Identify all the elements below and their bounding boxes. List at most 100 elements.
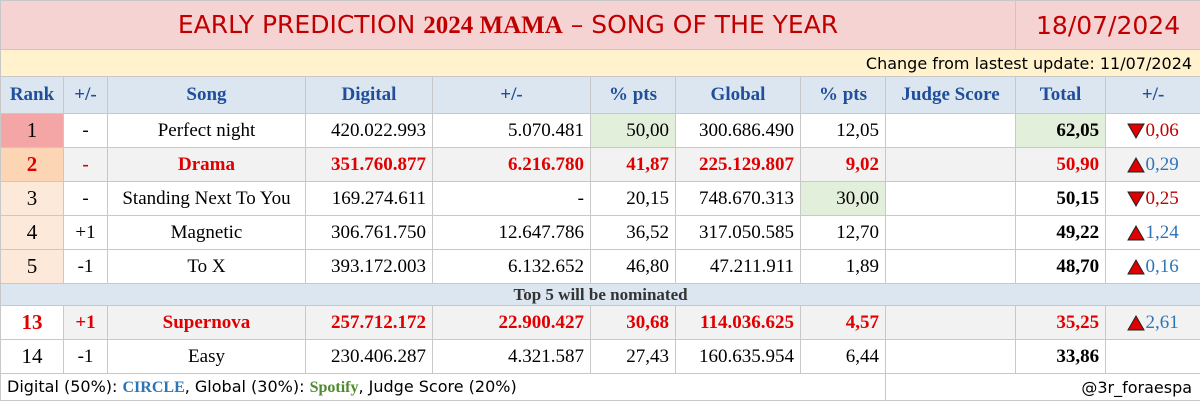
cell: 47.211.911 xyxy=(675,249,801,284)
cell: 9,02 xyxy=(800,147,886,182)
cell: 748.670.313 xyxy=(675,181,801,216)
column-header: Global xyxy=(675,76,801,114)
note-row: Top 5 will be nominated xyxy=(0,283,1200,306)
trend-value: 0,25 xyxy=(1145,187,1179,209)
trend-cell: 0,16 xyxy=(1105,249,1200,284)
note: Top 5 will be nominated xyxy=(0,283,1200,306)
data-row: 14 -1 Easy 230.406.287 4.321.587 27,43 160.635… xyxy=(0,339,1200,374)
cell: - xyxy=(63,147,108,182)
title-part: EARLY PREDICTION xyxy=(177,10,424,39)
cell: 12,05 xyxy=(800,113,886,148)
trend-value: 0,06 xyxy=(1145,119,1179,141)
column-header: +/- xyxy=(1105,76,1200,114)
cell: 420.022.993 xyxy=(305,113,433,148)
cell: - xyxy=(432,181,591,216)
trend-cell: 2,61 xyxy=(1105,305,1200,340)
cell: 35,25 xyxy=(1015,305,1107,340)
data-row: 3- Standing Next To You 169.274.611-20,15 7… xyxy=(0,181,1200,216)
cell: 1,89 xyxy=(800,249,886,284)
trend-cell: 1,24 xyxy=(1105,215,1200,250)
cell: - xyxy=(63,181,108,216)
trend-cell xyxy=(1105,339,1200,374)
cell: 30,68 xyxy=(590,305,676,340)
cell: 12.647.786 xyxy=(432,215,591,250)
cell xyxy=(884,249,1017,284)
cell: 33,86 xyxy=(1015,339,1107,374)
title-part: – SONG OF THE YEAR xyxy=(562,10,839,39)
title: EARLY PREDICTION 2024 MAMA – SONG OF THE… xyxy=(0,0,1017,50)
cell: 5.070.481 xyxy=(432,113,591,148)
update-info: Change from lastest update: 11/07/2024 xyxy=(0,49,1200,77)
cell: 169.274.611 xyxy=(305,181,433,216)
cell: 230.406.287 xyxy=(305,339,433,374)
cell: 3 xyxy=(0,181,64,216)
cell: 13 xyxy=(0,305,64,340)
trend-value: 0,16 xyxy=(1145,255,1179,277)
cell: To X xyxy=(107,249,306,284)
header-row: Rank +/- Song Digital +/-% pts Global% pts Jud… xyxy=(0,76,1200,114)
footer-part: CIRCLE xyxy=(122,379,185,396)
cell: - xyxy=(63,113,108,148)
cell: Magnetic xyxy=(107,215,306,250)
cell: 317.050.585 xyxy=(675,215,801,250)
cell: 46,80 xyxy=(590,249,676,284)
cell: Standing Next To You xyxy=(107,181,306,216)
trend-arrow xyxy=(1127,259,1146,275)
trend-arrow xyxy=(1127,157,1146,173)
column-header: Song xyxy=(107,76,306,114)
cell: 22.900.427 xyxy=(432,305,591,340)
cell: 30,00 xyxy=(800,181,886,216)
cell: 2 xyxy=(0,147,64,182)
footer-row: Digital (50%): CIRCLE, Global (30%): Spo… xyxy=(0,373,1200,401)
trend-cell: 0,06 xyxy=(1105,113,1200,148)
cell: 300.686.490 xyxy=(675,113,801,148)
trend-value: 2,61 xyxy=(1145,311,1179,333)
column-header: Rank xyxy=(0,76,64,114)
column-header: +/- xyxy=(63,76,108,114)
trend-arrow xyxy=(1127,123,1146,140)
column-header: % pts xyxy=(590,76,676,114)
trend-value: 1,24 xyxy=(1145,221,1179,243)
cell: 49,22 xyxy=(1015,215,1107,250)
data-row: 2- Drama 351.760.877 6.216.780 41,87 225.129.… xyxy=(0,147,1200,182)
credit: @3r_foraespa xyxy=(884,373,1200,401)
cell: 62,05 xyxy=(1015,113,1107,148)
cell: 1 xyxy=(0,113,64,148)
data-row: 5 -1 To X 393.172.003 6.132.652 46,80 47.211.9… xyxy=(0,249,1200,284)
cell: Drama xyxy=(107,147,306,182)
cell: 114.036.625 xyxy=(675,305,801,340)
cell: 12,70 xyxy=(800,215,886,250)
cell: 36,52 xyxy=(590,215,676,250)
title-part: 2024 MAMA xyxy=(423,12,563,39)
cell xyxy=(884,339,1017,374)
trend-cell: 0,25 xyxy=(1105,181,1200,216)
cell: 4 xyxy=(0,215,64,250)
cell: 5 xyxy=(0,249,64,284)
column-header: Judge Score xyxy=(884,76,1017,114)
cell xyxy=(884,305,1017,340)
cell: -1 xyxy=(63,339,108,374)
cell: +1 xyxy=(63,215,108,250)
cell: 6.132.652 xyxy=(432,249,591,284)
cell: Easy xyxy=(107,339,306,374)
trend-arrow xyxy=(1127,225,1146,241)
cell: 351.760.877 xyxy=(305,147,433,182)
footer-part: , Global (30%): xyxy=(184,377,310,396)
footer: Digital (50%): CIRCLE, Global (30%): Spo… xyxy=(0,373,886,401)
footer-part: , Judge Score (20%) xyxy=(358,377,517,396)
trend-arrow xyxy=(1127,315,1146,331)
cell: 20,15 xyxy=(590,181,676,216)
data-row: 4 +1 Magnetic 306.761.750 12.647.786 36,52 317… xyxy=(0,215,1200,250)
cell xyxy=(884,215,1017,250)
cell: 6.216.780 xyxy=(432,147,591,182)
footer-part: Spotify xyxy=(309,379,359,396)
cell: Supernova xyxy=(107,305,306,340)
cell: 225.129.807 xyxy=(675,147,801,182)
cell: 4.321.587 xyxy=(432,339,591,374)
column-header: Digital xyxy=(305,76,433,114)
data-row: 1- Perfect night 420.022.993 5.070.481 50,00… xyxy=(0,113,1200,148)
column-header: % pts xyxy=(800,76,886,114)
trend-value: 0,29 xyxy=(1145,153,1179,175)
cell: 50,90 xyxy=(1015,147,1107,182)
